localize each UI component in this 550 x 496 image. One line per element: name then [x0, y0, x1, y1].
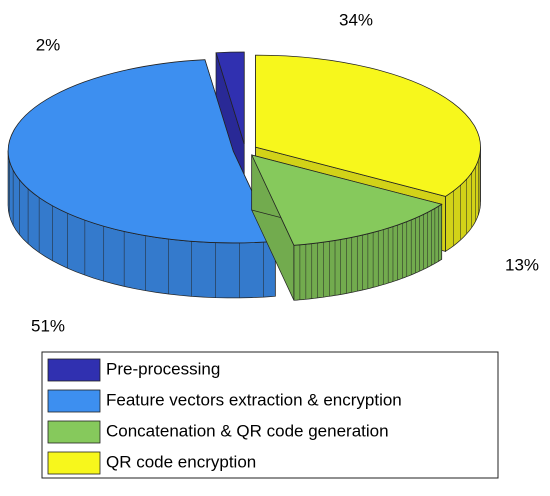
slice: [215, 51, 245, 145]
legend: [41, 351, 499, 479]
data-label: 13%: [505, 255, 539, 274]
legend-swatch: [47, 358, 101, 382]
slice: [255, 54, 481, 197]
slice: [7, 59, 276, 244]
slice: [251, 154, 443, 246]
legend-swatch: [47, 389, 101, 413]
legend-swatch: [47, 420, 101, 444]
legend-label: QR code encryption: [106, 452, 256, 471]
data-label: 2%: [36, 35, 61, 54]
legend-entries: Pre-processing Feature vectors extraction…: [47, 358, 402, 475]
legend-label: Concatenation & QR code generation: [106, 421, 389, 440]
data-label: 51%: [31, 316, 65, 335]
legend-label: Pre-processing: [106, 359, 220, 378]
data-label: 34%: [339, 10, 373, 29]
legend-swatch: [47, 451, 101, 475]
legend-label: Feature vectors extraction & encryption: [106, 390, 402, 409]
pie: [7, 51, 481, 301]
